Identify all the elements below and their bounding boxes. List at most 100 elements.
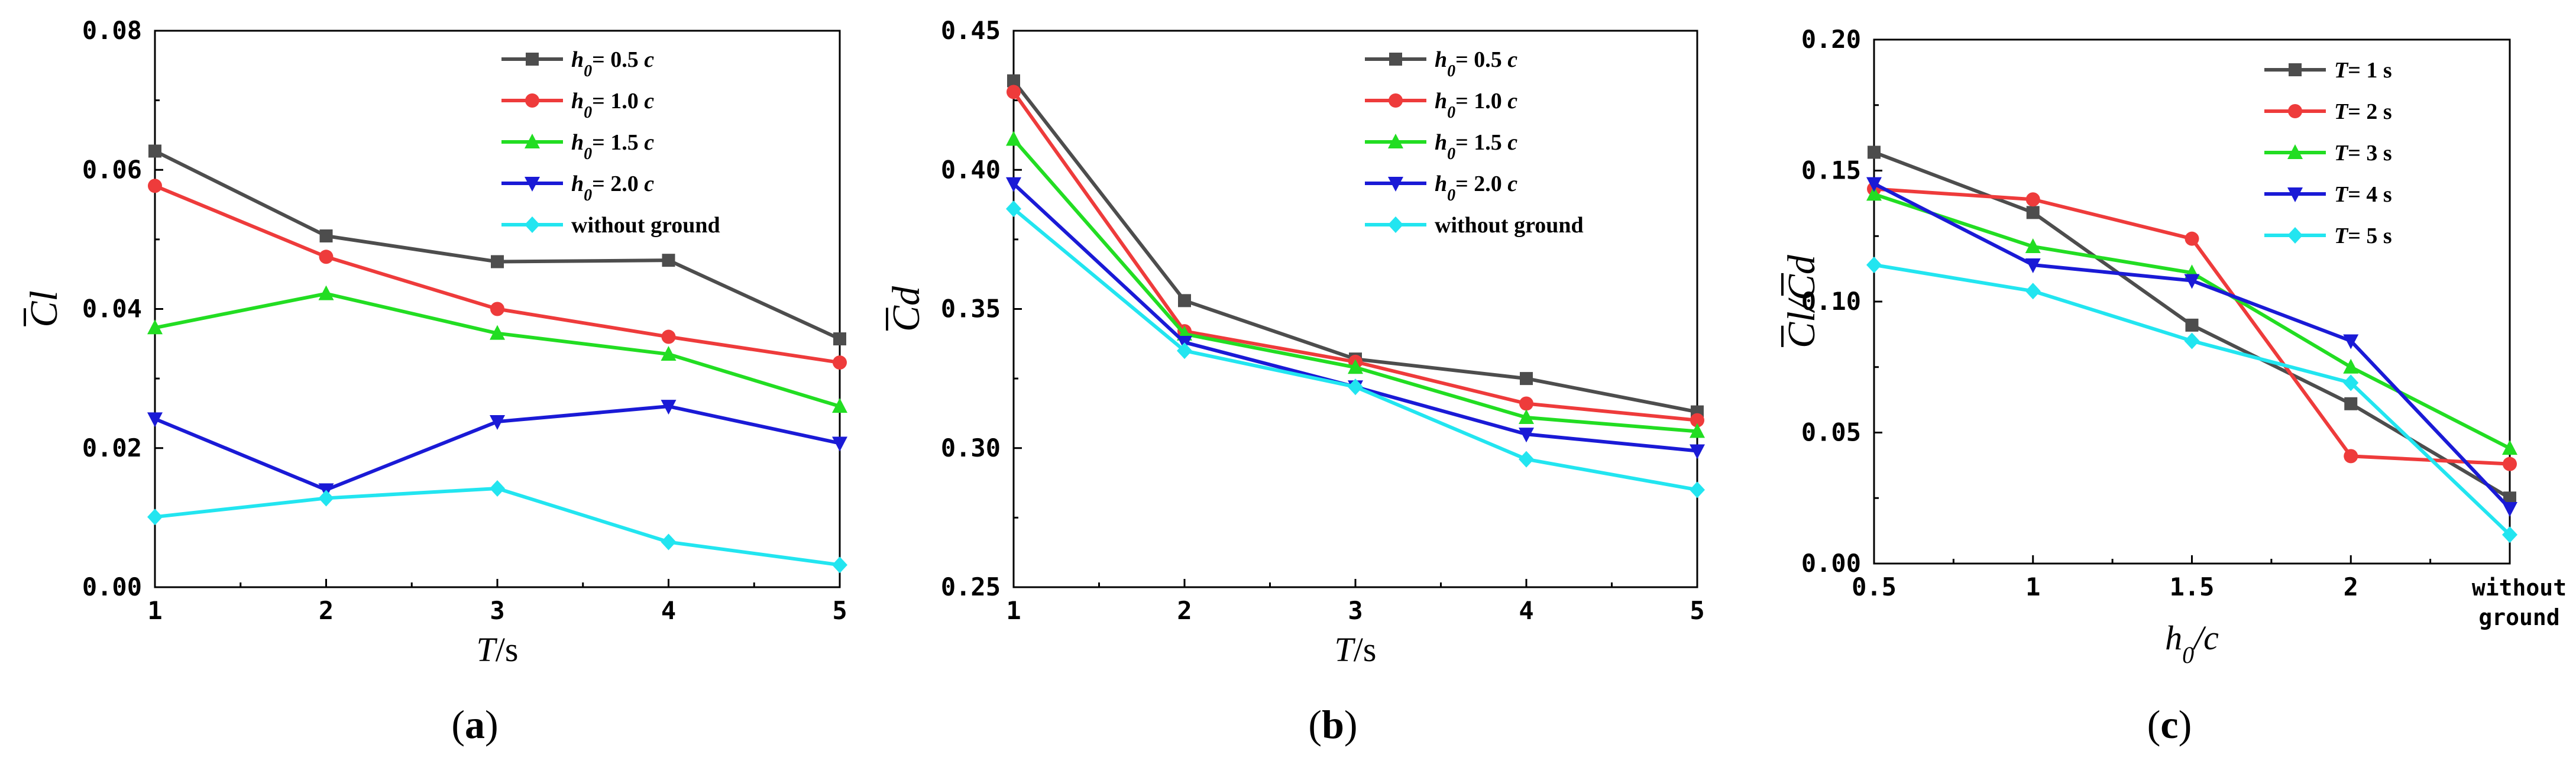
plot-frame xyxy=(1873,38,2511,565)
x-tick-label: 2 xyxy=(1177,596,1192,625)
data-point xyxy=(1690,444,1705,459)
legend-sub: 0 xyxy=(584,145,592,163)
x-tick-label: 4 xyxy=(1519,596,1533,625)
data-point xyxy=(319,229,333,242)
y-axis-label: Cd xyxy=(885,286,928,332)
legend-entry: h0= 0.5 c xyxy=(571,47,654,80)
legend-var: h xyxy=(571,89,584,114)
x-tick-label: 2 xyxy=(319,596,334,625)
data-point xyxy=(319,250,334,264)
legend-sub: 0 xyxy=(584,62,592,80)
legend-var: T xyxy=(2334,141,2349,166)
data-point xyxy=(1007,74,1020,88)
legend-var: h xyxy=(571,171,584,196)
data-point xyxy=(147,412,163,428)
series-0 xyxy=(1868,145,2516,505)
x-tick-label: 3 xyxy=(1348,596,1363,625)
data-point xyxy=(1006,131,1021,146)
legend-text: = 1 s xyxy=(2348,58,2391,83)
data-point xyxy=(1866,177,1882,192)
y-axis-label-group: Cd xyxy=(885,286,928,332)
data-point xyxy=(2502,526,2517,543)
data-point xyxy=(318,490,334,507)
legend-unit: c xyxy=(644,130,654,155)
data-point xyxy=(1690,481,1705,498)
y-tick-label: 0.00 xyxy=(82,572,142,601)
legend-marker xyxy=(525,134,540,148)
data-point xyxy=(1868,145,1881,159)
panel-paren: ) xyxy=(1344,702,1358,747)
legend-unit: c xyxy=(644,89,654,114)
legend-marker xyxy=(1389,53,1402,66)
x-tick-label: without xyxy=(2472,575,2567,601)
series-4 xyxy=(147,480,847,574)
legend-text: = 3 s xyxy=(2348,141,2391,166)
data-point xyxy=(490,480,505,497)
y-axis-label: Cl xyxy=(22,290,66,327)
legend-entry: h0= 1.5 c xyxy=(1435,130,1517,163)
x-tick-label: 1 xyxy=(1006,596,1021,625)
data-point xyxy=(148,179,162,193)
data-point xyxy=(2025,283,2041,300)
legend-marker xyxy=(2287,227,2303,244)
panel-letter: a xyxy=(465,702,485,747)
legend-sub: 0 xyxy=(1447,62,1455,80)
data-point xyxy=(661,533,677,551)
panel-label: (a) xyxy=(451,702,498,747)
data-point xyxy=(2026,206,2040,219)
data-point xyxy=(1006,200,1021,218)
legend-marker xyxy=(2287,144,2303,159)
data-point xyxy=(1866,256,1882,273)
legend-sub: 0 xyxy=(584,186,592,205)
y-tick-label: 0.02 xyxy=(82,433,142,462)
legend-entry: h0= 2.0 c xyxy=(571,171,654,205)
legend-entry: T= 1 s xyxy=(2334,58,2392,83)
series-4 xyxy=(1006,200,1705,498)
data-point xyxy=(1520,372,1533,386)
data-point xyxy=(490,302,504,316)
legend-var: T xyxy=(2334,182,2349,207)
legend-unit: c xyxy=(1507,171,1517,196)
legend-entry: h0= 0.5 c xyxy=(1435,47,1517,80)
panel-paren: ( xyxy=(451,702,465,747)
data-point xyxy=(662,254,675,267)
data-point xyxy=(661,400,677,415)
panel-paren: ) xyxy=(2179,702,2192,747)
data-point xyxy=(2344,449,2358,464)
data-point xyxy=(2025,258,2041,273)
x-tick-label: 2 xyxy=(2344,572,2358,601)
data-point xyxy=(2503,491,2516,505)
panel-label: (b) xyxy=(1308,702,1357,747)
legend-var: h xyxy=(1435,89,1447,114)
data-point xyxy=(1178,294,1191,307)
legend-text: = 0.5 xyxy=(592,47,644,72)
x-axis-label-unit: /s xyxy=(1354,630,1377,669)
legend-unit: c xyxy=(644,171,654,196)
x-axis-label-var: h xyxy=(2165,619,2182,657)
legend-marker xyxy=(525,177,540,192)
legend-var: h xyxy=(1435,47,1447,72)
legend-text: without ground xyxy=(571,213,720,238)
data-point xyxy=(832,556,847,574)
x-tick-label: 1 xyxy=(2025,572,2040,601)
data-point xyxy=(490,325,505,340)
legend: h0= 0.5 ch0= 1.0 ch0= 1.5 ch0= 2.0 cwith… xyxy=(1365,47,1584,238)
data-point xyxy=(2185,231,2199,246)
x-tick-label: 0.5 xyxy=(1852,572,1897,601)
data-point xyxy=(2502,501,2517,517)
data-point xyxy=(318,285,334,300)
series-line xyxy=(1012,207,1698,492)
x-tick-label: 4 xyxy=(661,596,676,625)
y-tick-label: 0.15 xyxy=(1801,156,1861,185)
plot-frame xyxy=(1012,30,1698,588)
x-tick-label: 5 xyxy=(832,596,847,625)
legend-text: = 1.0 xyxy=(592,89,644,114)
legend-marker xyxy=(2287,187,2303,202)
y-tick-label: 0.35 xyxy=(941,294,1001,323)
data-point xyxy=(2184,274,2200,289)
y-tick-label: 0.20 xyxy=(1801,25,1861,54)
legend: h0= 0.5 ch0= 1.0 ch0= 1.5 ch0= 2.0 cwith… xyxy=(501,47,720,238)
legend-text: = 1.5 xyxy=(1455,130,1507,155)
